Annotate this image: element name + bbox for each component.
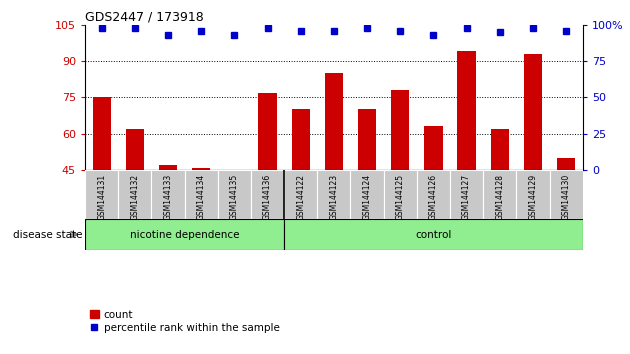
Bar xyxy=(491,129,509,170)
Bar xyxy=(284,170,318,219)
Bar xyxy=(457,51,476,170)
Text: GSM144133: GSM144133 xyxy=(164,174,173,220)
Bar xyxy=(218,170,251,219)
Bar xyxy=(391,90,410,170)
Text: GDS2447 / 173918: GDS2447 / 173918 xyxy=(85,11,203,24)
Text: GSM144126: GSM144126 xyxy=(429,174,438,220)
Bar xyxy=(417,170,450,219)
Bar xyxy=(450,170,483,219)
Bar xyxy=(258,92,277,170)
Text: nicotine dependence: nicotine dependence xyxy=(130,229,239,240)
Text: GSM144131: GSM144131 xyxy=(97,174,106,220)
Bar xyxy=(93,97,111,170)
Bar xyxy=(425,126,442,170)
Text: disease state: disease state xyxy=(13,229,82,240)
Bar xyxy=(185,170,218,219)
Legend: count, percentile rank within the sample: count, percentile rank within the sample xyxy=(90,310,280,333)
Bar xyxy=(292,109,310,170)
Bar xyxy=(358,109,376,170)
Bar xyxy=(549,170,583,219)
Bar xyxy=(251,170,284,219)
Bar xyxy=(85,170,118,219)
Bar xyxy=(118,170,151,219)
Bar xyxy=(151,170,185,219)
Bar xyxy=(325,73,343,170)
Bar xyxy=(524,54,542,170)
Bar xyxy=(318,170,350,219)
Text: control: control xyxy=(415,229,452,240)
Bar xyxy=(350,170,384,219)
Text: GSM144132: GSM144132 xyxy=(130,174,139,220)
Bar xyxy=(384,170,417,219)
Bar xyxy=(159,165,177,170)
Bar xyxy=(284,219,583,250)
Text: GSM144128: GSM144128 xyxy=(495,174,504,220)
Bar xyxy=(483,170,517,219)
Text: GSM144125: GSM144125 xyxy=(396,174,404,220)
Bar xyxy=(85,219,284,250)
Bar xyxy=(192,167,210,170)
Text: GSM144136: GSM144136 xyxy=(263,174,272,220)
Bar xyxy=(517,170,549,219)
Text: GSM144127: GSM144127 xyxy=(462,174,471,220)
Bar xyxy=(126,129,144,170)
Text: GSM144130: GSM144130 xyxy=(562,174,571,220)
Text: GSM144129: GSM144129 xyxy=(529,174,537,220)
Text: GSM144124: GSM144124 xyxy=(363,174,372,220)
Bar xyxy=(557,158,575,170)
Text: GSM144135: GSM144135 xyxy=(230,174,239,220)
Text: GSM144122: GSM144122 xyxy=(296,174,305,220)
Text: GSM144134: GSM144134 xyxy=(197,174,205,220)
Text: GSM144123: GSM144123 xyxy=(329,174,338,220)
